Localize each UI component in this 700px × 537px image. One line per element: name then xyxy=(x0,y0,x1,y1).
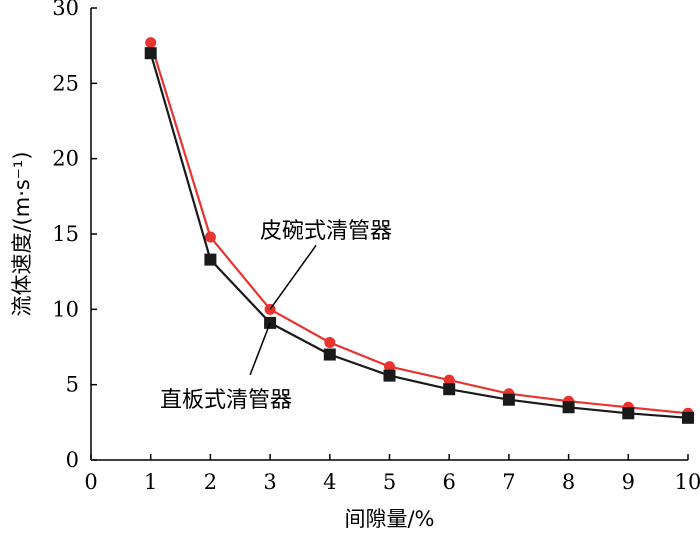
y-tick-label: 30 xyxy=(52,0,79,20)
series-1-point xyxy=(323,348,336,361)
series-1-leader-line xyxy=(249,322,271,376)
x-tick-label: 10 xyxy=(675,470,700,494)
series-0-point xyxy=(443,374,455,386)
series-1-line xyxy=(149,52,689,419)
series-1-point xyxy=(144,47,157,60)
y-tick-label: 15 xyxy=(52,222,79,246)
series-0-point xyxy=(384,361,395,373)
y-tick-label: 20 xyxy=(52,147,79,171)
series-1-point xyxy=(383,369,396,382)
series-1-point xyxy=(682,411,694,424)
series-0-leader-line xyxy=(269,244,317,310)
series-1-point xyxy=(502,393,515,406)
series-1-point xyxy=(443,383,456,396)
series-1-point xyxy=(622,407,635,420)
x-tick-label: 3 xyxy=(263,470,276,494)
x-tick-label: 8 xyxy=(562,470,575,494)
series-1-point xyxy=(204,253,217,266)
x-tick-label: 5 xyxy=(383,470,396,494)
series-0-line xyxy=(149,42,689,415)
y-tick-label: 0 xyxy=(66,448,79,472)
x-tick-label: 7 xyxy=(502,470,515,494)
series-1 xyxy=(144,47,694,424)
x-tick-label: 4 xyxy=(323,470,336,494)
series-0-point xyxy=(324,336,336,348)
x-tick-label: 1 xyxy=(144,470,157,494)
series-0-point xyxy=(145,37,157,49)
y-tick-label: 5 xyxy=(66,373,79,397)
series-0-label: 皮碗式清管器 xyxy=(260,219,392,244)
series-0-point xyxy=(204,231,216,243)
x-axis-title: 间隙量/% xyxy=(344,507,434,531)
x-tick-label: 6 xyxy=(443,470,456,494)
annotations: 皮碗式清管器 直板式清管器 xyxy=(160,219,392,413)
x-tick-label: 9 xyxy=(622,470,635,494)
x-tick-label: 0 xyxy=(84,470,97,494)
axes xyxy=(90,7,689,461)
tick-labels: 0 1 2 3 4 5 6 7 8 9 10 0 5 10 15 20 25 30 xyxy=(52,0,700,494)
y-tick-label: 10 xyxy=(52,297,79,321)
y-tick-label: 25 xyxy=(52,71,79,95)
series-1-label: 直板式清管器 xyxy=(160,388,292,413)
series-layer xyxy=(144,37,694,424)
x-tick-label: 2 xyxy=(204,470,217,494)
series-1-point xyxy=(562,401,575,414)
y-axis-title: 流体速度/(m·s⁻¹) xyxy=(10,151,34,316)
series-0 xyxy=(145,37,694,419)
